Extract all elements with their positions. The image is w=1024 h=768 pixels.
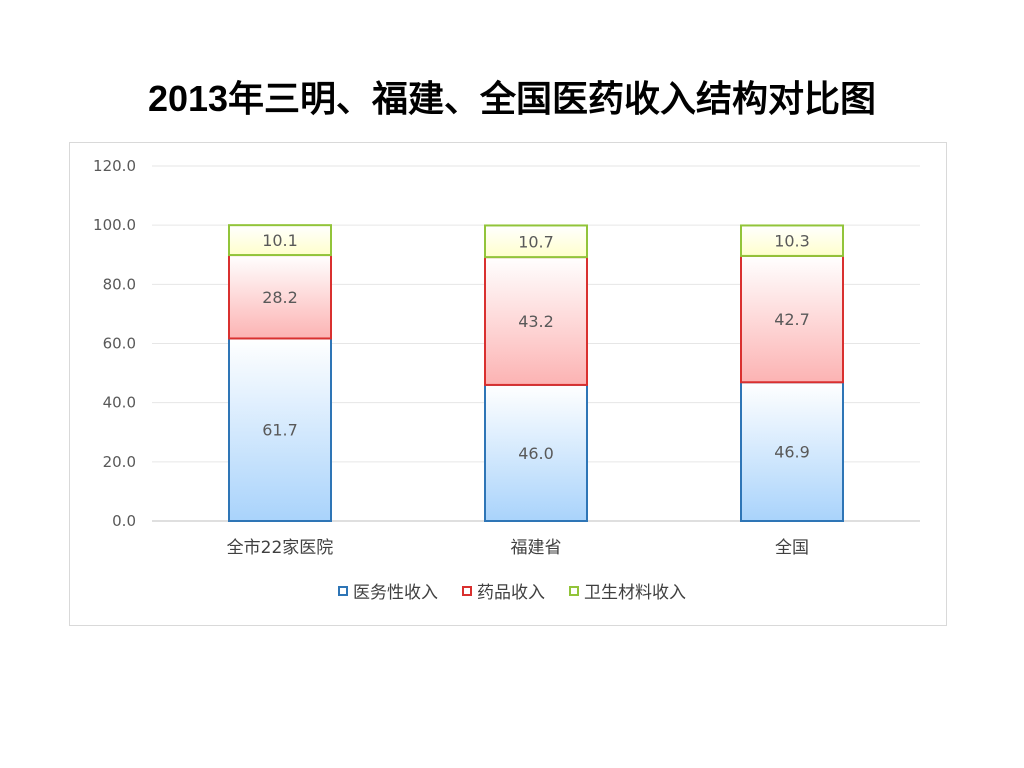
y-tick-label: 0.0	[112, 512, 136, 530]
y-tick-label: 40.0	[103, 394, 136, 412]
y-tick-label: 20.0	[103, 453, 136, 471]
page-title: 2013年三明、福建、全国医药收入结构对比图	[147, 78, 877, 119]
data-label: 10.3	[774, 232, 810, 251]
x-tick-label: 全市22家医院	[227, 538, 334, 558]
label-layer: 0.0 20.0 40.0 60.0 80.0 100.0 120.0 61.7 28.2 10.…	[93, 157, 810, 558]
data-label: 46.0	[518, 444, 554, 463]
data-label: 61.7	[262, 421, 298, 440]
data-label: 28.2	[262, 288, 298, 307]
bar-segment	[484, 224, 588, 259]
legend-item: 医务性收入	[338, 578, 438, 603]
legend-label: 卫生材料收入	[584, 583, 686, 603]
legend-swatch	[462, 585, 472, 596]
bar-layer	[228, 224, 844, 523]
legend-label: 医务性收入	[353, 583, 438, 603]
x-tick-label: 全国	[775, 538, 809, 558]
y-tick-label: 120.0	[93, 157, 136, 175]
bar-segment	[740, 224, 844, 257]
bar-segment	[228, 254, 332, 340]
y-tick-label: 100.0	[93, 216, 136, 234]
legend-label: 药品收入	[477, 583, 545, 603]
bar-segment	[228, 337, 332, 522]
x-tick-label: 福建省	[511, 538, 562, 558]
bar-segment	[228, 224, 332, 257]
legend-swatch	[338, 585, 348, 596]
bar-segment	[740, 254, 844, 384]
data-label: 46.9	[774, 443, 810, 462]
data-label: 43.2	[518, 312, 554, 331]
y-tick-label: 80.0	[103, 275, 136, 293]
data-label: 10.1	[262, 231, 298, 250]
bar-segment	[740, 381, 844, 523]
legend-item: 药品收入	[462, 578, 545, 603]
legend: 医务性收入 药品收入 卫生材料收入	[0, 578, 1024, 603]
data-label: 42.7	[774, 310, 810, 329]
legend-item: 卫生材料收入	[569, 578, 686, 603]
data-label: 10.7	[518, 232, 554, 251]
bar-segment	[484, 256, 588, 386]
bar-segment	[484, 383, 588, 522]
legend-swatch	[569, 585, 579, 596]
y-tick-label: 60.0	[103, 335, 136, 353]
